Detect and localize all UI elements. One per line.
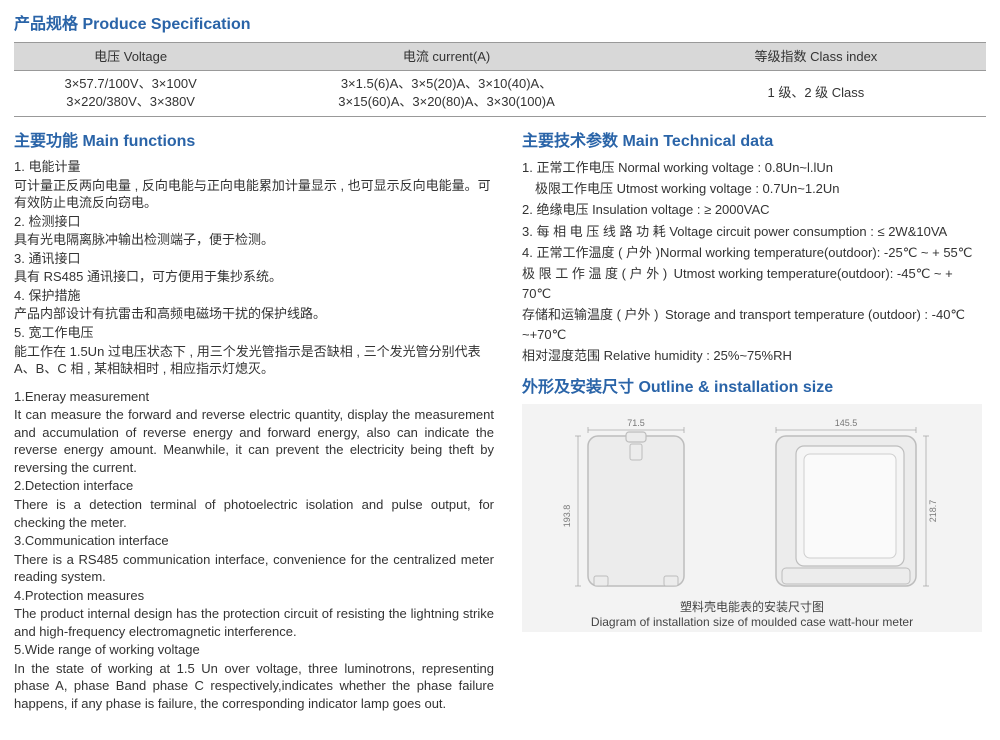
fn-en-5b: In the state of working at 1.5 Un over v…: [14, 660, 494, 713]
spec-row: 3×57.7/100V、3×100V3×220/380V、3×380V 3×1.…: [14, 71, 986, 116]
outline-caption-zh: 塑料壳电能表的安装尺寸图: [680, 600, 824, 614]
outline-title: 外形及安装尺寸 Outline & installation size: [522, 377, 982, 399]
dim-front-side: 193.8: [562, 505, 572, 528]
fn-en-1b: It can measure the forward and reverse e…: [14, 406, 494, 476]
spec-title: 产品规格 Produce Specification: [14, 14, 986, 36]
tech-1: 1. 正常工作电压 Normal working voltage : 0.8Un…: [522, 158, 982, 178]
spec-col-current: 电流 current(A): [247, 42, 646, 71]
fn-en-3: 3.Communication interface: [14, 532, 494, 550]
fn-zh-5b: 能工作在 1.5Un 过电压状态下 , 用三个发光管指示是否缺相 , 三个发光管…: [14, 343, 494, 378]
tech-7: 相对湿度范围 Relative humidity : 25%~75%RH: [522, 346, 982, 366]
dim-front-top: 71.5: [627, 418, 645, 428]
fn-en-2b: There is a detection terminal of photoel…: [14, 496, 494, 531]
meter-front-icon: 71.5 193.8: [558, 416, 718, 596]
outline-caption-en: Diagram of installation size of moulded …: [591, 615, 913, 629]
fn-en-4b: The product internal design has the prot…: [14, 605, 494, 640]
fn-en-2: 2.Detection interface: [14, 477, 494, 495]
functions-en: 1.Eneray measurement It can measure the …: [14, 388, 494, 713]
fn-en-3b: There is a RS485 communication interface…: [14, 551, 494, 586]
spec-col-voltage: 电压 Voltage: [14, 42, 247, 71]
tech-1b: 极限工作电压 Utmost working voltage : 0.7Un~1.…: [522, 179, 982, 199]
tech-6: 存储和运输温度 ( 户外 ) Storage and transport tem…: [522, 305, 982, 345]
fn-zh-2: 2. 检测接口: [14, 213, 494, 231]
meter-side-icon: 145.5 218.7: [746, 416, 946, 596]
tech-5: 极 限 工 作 温 度 ( 户 外 ) Utmost working tempe…: [522, 264, 982, 304]
tech-title: 主要技术参数 Main Technical data: [522, 131, 982, 153]
fn-en-5: 5.Wide range of working voltage: [14, 641, 494, 659]
spec-voltage: 3×57.7/100V、3×100V3×220/380V、3×380V: [14, 71, 247, 116]
dim-side-top: 145.5: [835, 418, 858, 428]
fn-zh-4: 4. 保护措施: [14, 287, 494, 305]
fn-zh-1: 1. 电能计量: [14, 158, 494, 176]
fn-en-1: 1.Eneray measurement: [14, 388, 494, 406]
fn-en-4: 4.Protection measures: [14, 587, 494, 605]
fn-zh-3: 3. 通讯接口: [14, 250, 494, 268]
fn-zh-4b: 产品内部设计有抗雷击和高频电磁场干扰的保护线路。: [14, 305, 494, 323]
functions-title: 主要功能 Main functions: [14, 131, 494, 153]
spec-current: 3×1.5(6)A、3×5(20)A、3×10(40)A、3×15(60)A、3…: [247, 71, 646, 116]
fn-zh-5: 5. 宽工作电压: [14, 324, 494, 342]
spec-table: 电压 Voltage 电流 current(A) 等级指数 Class inde…: [14, 42, 986, 117]
outline-diagram: 71.5 193.8: [522, 404, 982, 632]
functions-zh: 1. 电能计量 可计量正反两向电量 , 反向电能与正向电能累加计量显示 , 也可…: [14, 158, 494, 378]
tech-4: 4. 正常工作温度 ( 户外 )Normal working temperatu…: [522, 243, 982, 263]
fn-zh-1b: 可计量正反两向电量 , 反向电能与正向电能累加计量显示 , 也可显示反向电能量。…: [14, 177, 494, 212]
spec-col-class: 等级指数 Class index: [646, 42, 986, 71]
fn-zh-3b: 具有 RS485 通讯接口，可方便用于集抄系统。: [14, 268, 494, 286]
fn-zh-2b: 具有光电隔离脉冲输出检测端子，便于检测。: [14, 231, 494, 249]
tech-2: 2. 绝缘电压 Insulation voltage : ≥ 2000VAC: [522, 200, 982, 220]
tech-lines: 1. 正常工作电压 Normal working voltage : 0.8Un…: [522, 158, 982, 366]
dim-side-right: 218.7: [928, 500, 938, 523]
tech-3: 3. 每 相 电 压 线 路 功 耗 Voltage circuit power…: [522, 222, 982, 242]
spec-class: 1 级、2 级 Class: [646, 71, 986, 116]
